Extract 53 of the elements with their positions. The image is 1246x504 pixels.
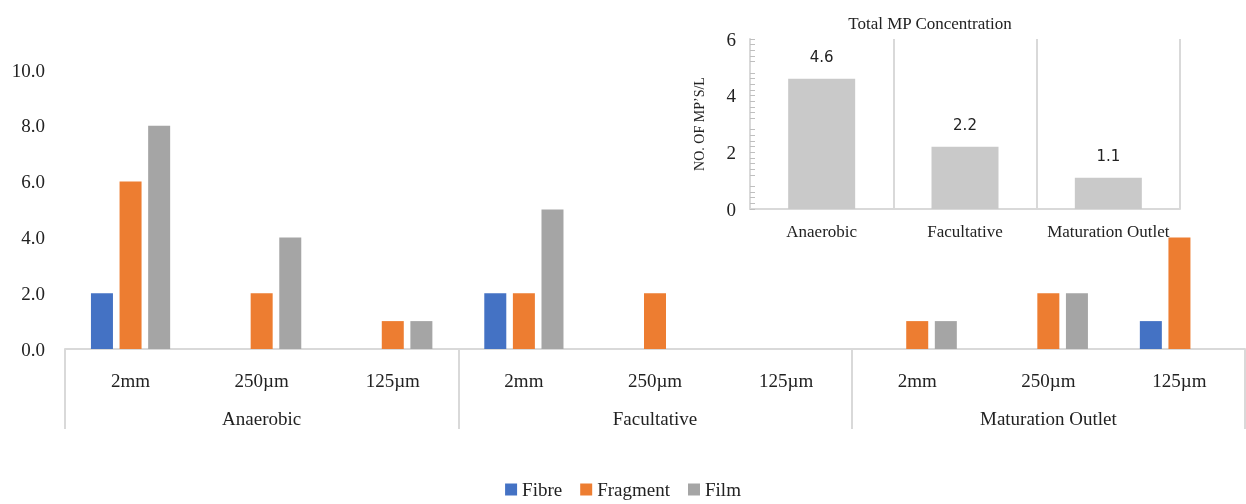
bar [644, 293, 666, 349]
bar [279, 237, 302, 349]
bar [119, 181, 142, 349]
y-axis-title: NO. OF MP’S/L [691, 77, 707, 171]
x-tick-label: 125µm [1152, 370, 1207, 391]
x-tick-label: 125µm [758, 370, 814, 391]
y-tick-label: 6.0 [21, 171, 45, 193]
x-tick-label: 250µm [1021, 370, 1076, 391]
y-tick-label: 4.0 [21, 226, 45, 248]
data-label: 2.2 [953, 116, 977, 135]
bar [931, 146, 999, 209]
data-label: 4.6 [809, 48, 834, 67]
x-tick-label: 2mm [504, 370, 544, 391]
x-tick-label: Maturation Outlet [1047, 222, 1170, 241]
data-label: 1.1 [1096, 147, 1121, 166]
bar [541, 209, 564, 349]
y-tick-label: 6 [726, 28, 736, 50]
bar [90, 293, 113, 349]
x-tick-label: 250µm [234, 370, 289, 391]
y-tick-label: 0.0 [21, 338, 45, 360]
bar [512, 293, 535, 349]
y-tick-label: 2 [726, 141, 736, 163]
bar [1139, 321, 1162, 349]
bar [788, 78, 856, 209]
x-tick-label: Anaerobic [786, 222, 858, 241]
bar [484, 293, 507, 349]
bar [934, 321, 957, 349]
x-tick-label: 2mm [111, 370, 151, 391]
x-tick-label: 250µm [627, 370, 683, 391]
bar [1037, 293, 1060, 349]
x-tick-label: 2mm [897, 370, 937, 391]
bar [148, 125, 171, 349]
bar [1074, 177, 1142, 209]
chart-title: Total MP Concentration [848, 14, 1013, 33]
x-tick-label: Facultative [927, 222, 1003, 241]
text: Facultative [612, 408, 698, 429]
text: Maturation Outlet [980, 408, 1118, 429]
bar [410, 321, 433, 349]
bar [1168, 237, 1191, 349]
y-tick-label: 10.0 [11, 59, 45, 81]
y-tick-label: 0 [726, 198, 736, 220]
bar [250, 293, 273, 349]
x-tick-label: 125µm [365, 370, 421, 391]
y-tick-label: 8.0 [21, 115, 45, 137]
y-tick-label: 4 [726, 85, 737, 107]
text: Anaerobic [222, 408, 302, 429]
bar [381, 321, 404, 349]
y-tick-label: 2.0 [21, 282, 45, 304]
bar [1065, 293, 1088, 349]
legend-label: Film [705, 479, 742, 500]
legend-label: Fragment [597, 479, 671, 500]
legend-label: Fibre [522, 479, 563, 500]
bar [906, 321, 929, 349]
